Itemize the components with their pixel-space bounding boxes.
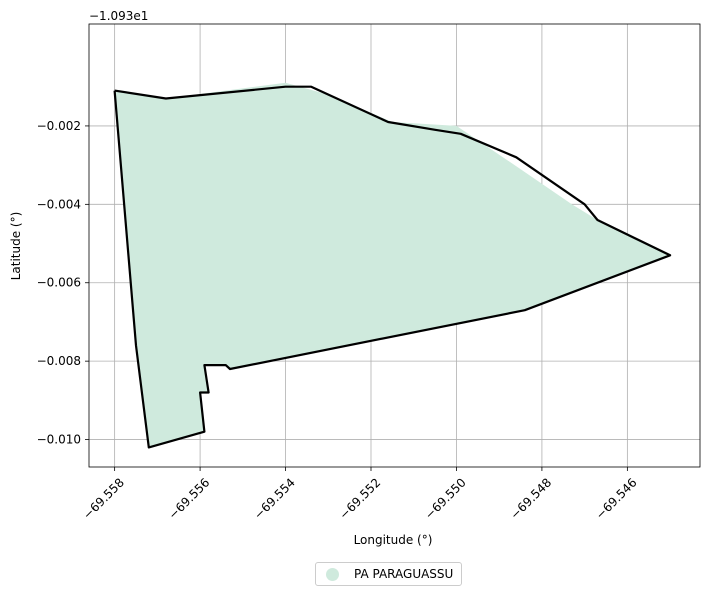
y-tick-label: −0.002 [37,119,81,133]
x-axis-label: Longitude (°) [354,533,433,547]
x-axis-ticks: −69.558 −69.556 −69.554 −69.552 −69.550 −69.5… [80,467,640,522]
y-axis-ticks: −0.002 −0.004 −0.006 −0.008 −0.010 [37,119,89,447]
legend-label-paraguassu: PA PARAGUASSU [354,567,454,581]
x-tick-label: −69.546 [593,475,640,522]
boundary-outline-paraguassu [113,85,672,449]
y-tick-label: −0.004 [37,197,81,211]
x-tick-label: −69.548 [508,475,555,522]
y-axis-offset-label: −1.093e1 [89,9,148,23]
y-tick-label: −0.008 [37,354,81,368]
y-tick-label: −0.010 [37,433,81,447]
area-fill-paraguassu [114,82,671,448]
x-tick-label: −69.558 [80,475,127,522]
y-tick-label: −0.006 [37,276,81,290]
x-tick-label: −69.550 [422,475,469,522]
y-axis-label: Latitude (°) [9,212,23,281]
x-tick-label: −69.552 [337,475,384,522]
legend-marker [326,567,339,581]
x-tick-label: −69.556 [166,475,213,522]
plot-frame [88,23,701,468]
legend: PA PARAGUASSU [315,562,463,586]
x-tick-label: −69.554 [251,475,298,522]
